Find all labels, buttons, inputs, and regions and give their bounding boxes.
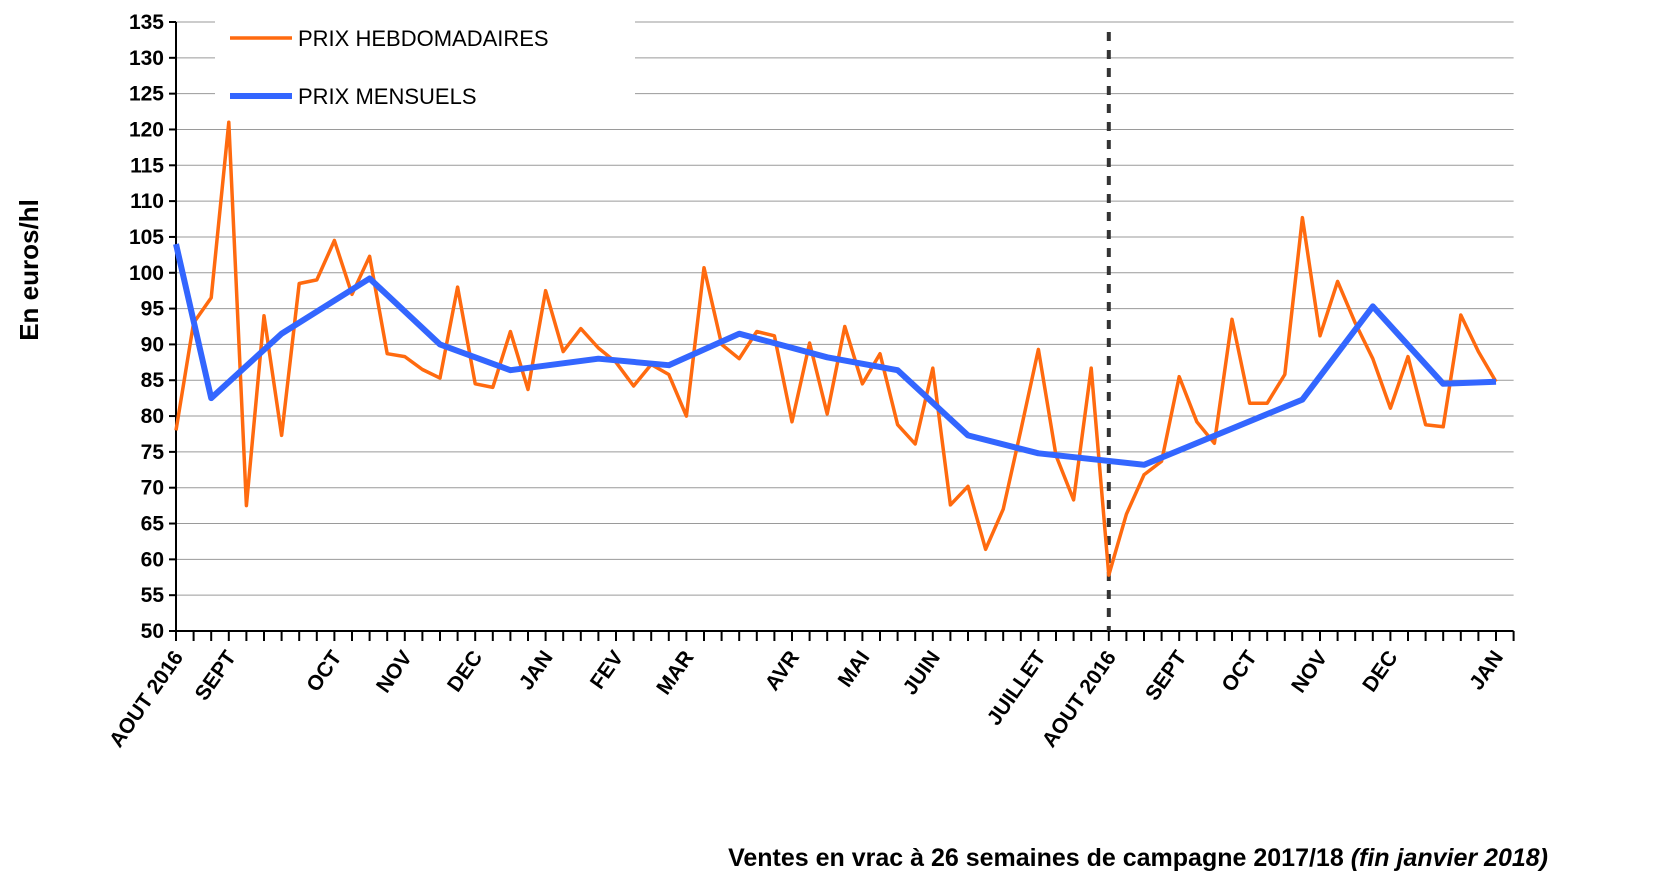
x-tick-label: SEPT (1141, 647, 1191, 705)
x-tick-label: MAR (652, 647, 698, 699)
clip-cover (178, 0, 1516, 21)
x-axis-label: Ventes en vrac à 26 semaines de campagne… (728, 844, 1548, 872)
x-tick-label: SEPT (191, 647, 241, 705)
y-tick-label: 85 (141, 369, 165, 392)
x-axis-label-note: (fin janvier 2018) (1351, 844, 1548, 872)
y-tick-label: 90 (141, 333, 164, 356)
legend-label: PRIX MENSUELS (298, 84, 477, 109)
x-tick-label: JAN (515, 647, 558, 695)
y-tick-label: 105 (129, 226, 164, 249)
x-tick-label: AOUT 2016 (1038, 647, 1121, 752)
x-tick-label: AVR (761, 647, 804, 695)
y-tick-label: 125 (129, 83, 164, 106)
y-tick-label: 130 (129, 47, 164, 70)
x-tick-label: JUILLET (983, 647, 1051, 730)
x-tick-label: AOUT 2016 (105, 647, 188, 752)
x-tick-label: NOV (372, 647, 417, 697)
x-tick-label: OCT (1217, 647, 1261, 697)
x-tick-label: DEC (443, 647, 487, 697)
x-tick-label: FEV (586, 647, 628, 694)
x-tick-label: DEC (1358, 647, 1402, 697)
x-tick-label: JUIN (899, 647, 945, 699)
y-tick-label: 70 (141, 477, 164, 500)
y-tick-label: 135 (129, 11, 164, 34)
y-tick-label: 100 (129, 262, 164, 285)
y-tick-label: 110 (130, 190, 164, 213)
y-tick-label: 65 (141, 513, 165, 536)
x-tick-label: NOV (1287, 647, 1332, 697)
x-tick-label: JAN (1465, 647, 1508, 695)
y-axis-label: En euros/hl (14, 199, 44, 341)
legend-label: PRIX HEBDOMADAIRES (298, 26, 549, 51)
y-tick-label: 55 (141, 584, 165, 607)
x-tick-label: OCT (302, 647, 346, 697)
y-tick-label: 95 (141, 298, 165, 321)
y-tick-label: 50 (141, 620, 164, 643)
y-tick-label: 75 (141, 441, 165, 464)
y-tick-label: 80 (141, 405, 164, 428)
x-axis-label-main: Ventes en vrac à 26 semaines de campagne… (728, 844, 1344, 872)
series-line (173, 243, 1497, 468)
y-tick-label: 115 (130, 154, 164, 177)
y-tick-label: 60 (141, 548, 164, 571)
x-tick-label: MAI (834, 647, 875, 692)
series-line (174, 120, 1498, 577)
y-tick-label: 120 (129, 118, 164, 141)
